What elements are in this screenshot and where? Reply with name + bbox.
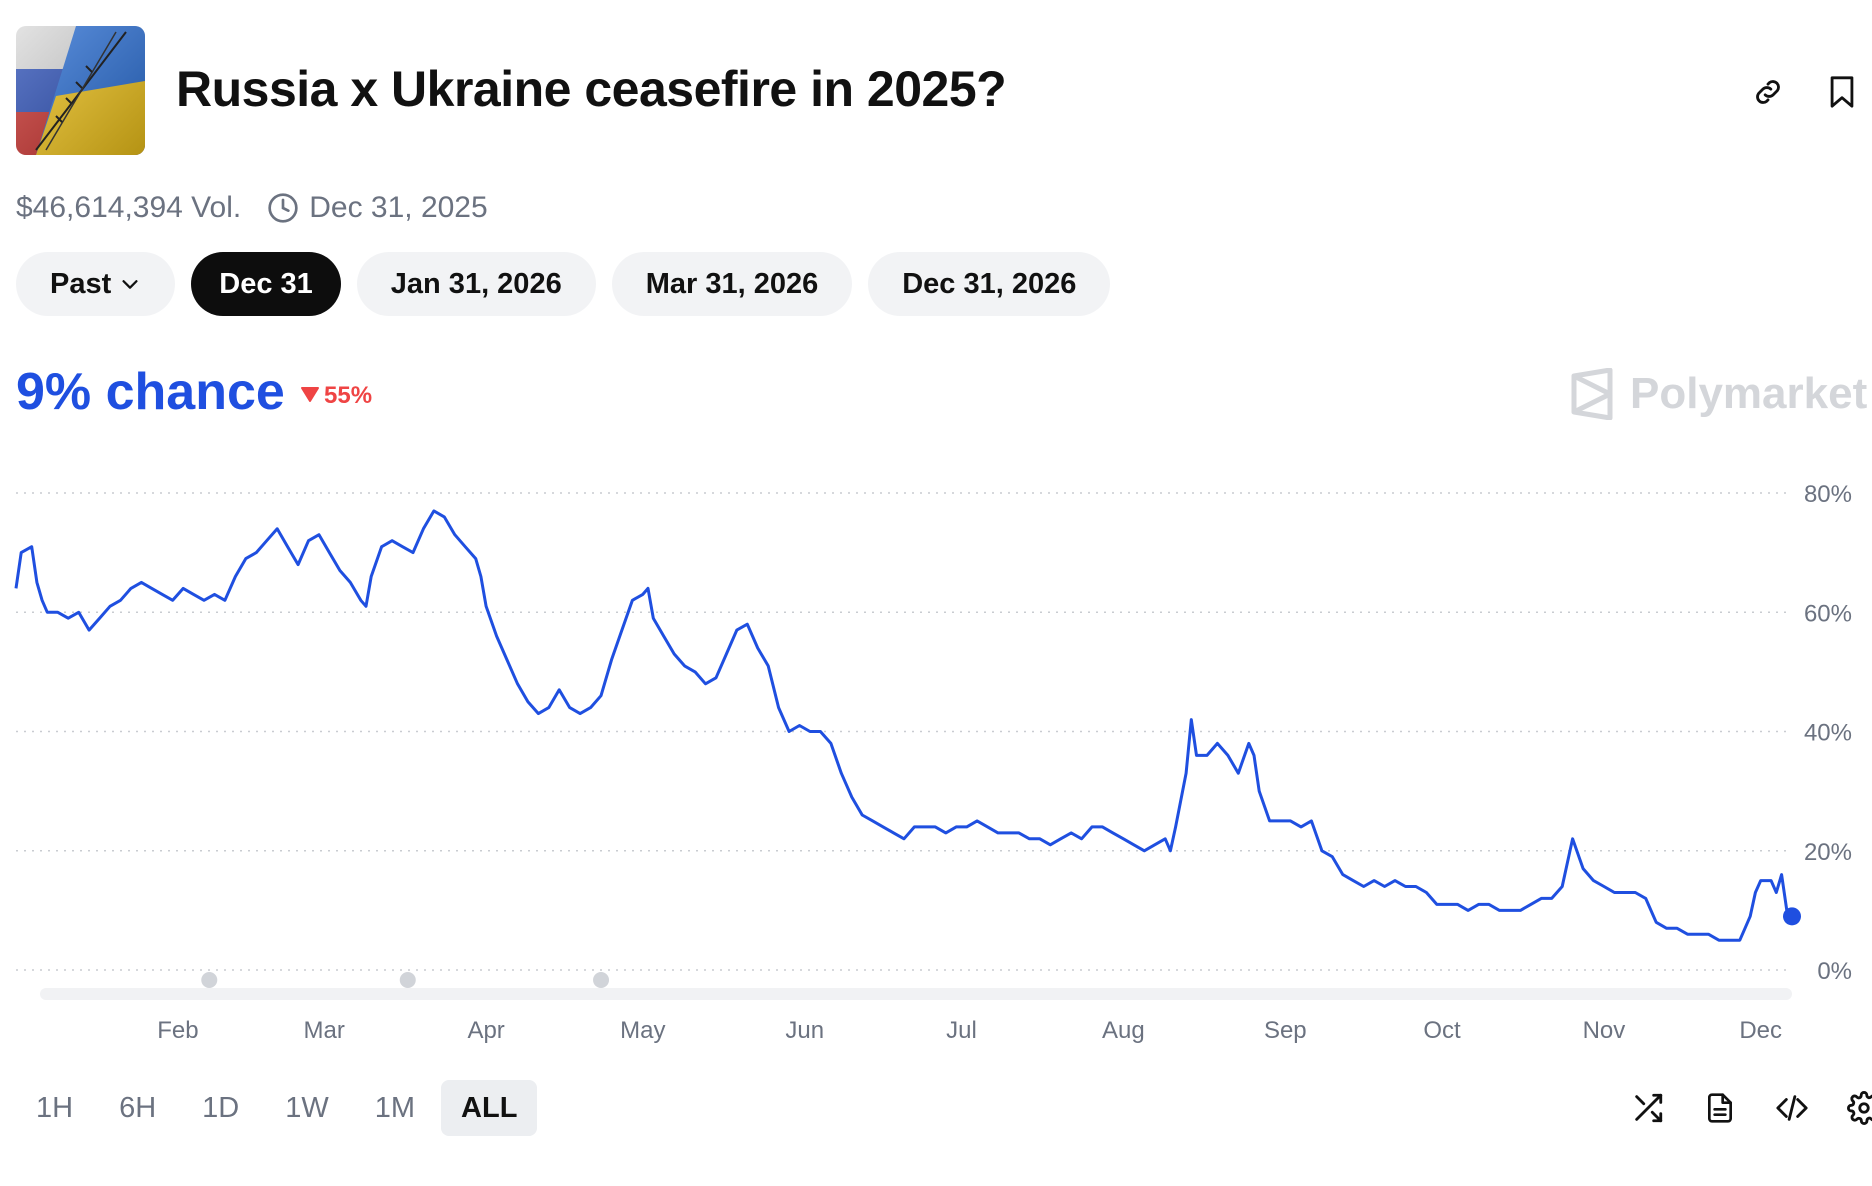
change-value: 55%	[324, 382, 373, 409]
gear-icon[interactable]	[1842, 1086, 1872, 1130]
link-icon[interactable]	[1748, 72, 1788, 112]
market-title: Russia x Ukraine ceasefire in 2025?	[176, 61, 1007, 117]
y-tick-label: 80%	[1804, 481, 1852, 508]
shuffle-icon[interactable]	[1626, 1086, 1670, 1130]
polymarket-logo: Polymarket	[1568, 368, 1867, 420]
tab-past-label: Past	[50, 267, 112, 300]
brand-name: Polymarket	[1630, 369, 1868, 418]
x-tick-label: May	[620, 1017, 665, 1044]
range-1h[interactable]: 1H	[36, 1091, 74, 1124]
chart-svg: 0% 20% 40% 60% 80% Feb Mar Apr May Jun Jul Aug Sep O…	[14, 481, 1852, 1044]
current-value-dot	[1783, 907, 1801, 926]
y-tick-label: 60%	[1804, 600, 1852, 627]
event-marker[interactable]	[399, 972, 416, 988]
market-meta: $46,614,394 Vol. Dec 31, 2025	[16, 188, 488, 228]
event-marker[interactable]	[201, 972, 218, 988]
y-tick-label: 40%	[1804, 720, 1852, 747]
x-tick-label: Nov	[1583, 1017, 1626, 1044]
tab-jan-31-2026[interactable]: Jan 31, 2026	[356, 252, 596, 316]
range-1w[interactable]: 1W	[285, 1091, 329, 1124]
volume-text: $46,614,394 Vol.	[16, 191, 242, 224]
event-marker[interactable]	[593, 972, 610, 988]
end-date-text: Dec 31, 2025	[309, 191, 488, 224]
bookmark-icon[interactable]	[1822, 72, 1862, 112]
tab-dec-31[interactable]: Dec 31	[191, 252, 341, 316]
x-tick-label: Sep	[1264, 1017, 1307, 1044]
date-tabs: Past Dec 31 Jan 31, 2026 Mar 31, 2026 De…	[16, 252, 1111, 316]
x-tick-label: Aug	[1102, 1017, 1145, 1044]
chance-value: 9% chance	[16, 363, 285, 421]
down-triangle-icon	[300, 382, 320, 410]
market-header: Russia x Ukraine ceasefire in 2025?	[16, 26, 1856, 156]
price-chart: 0% 20% 40% 60% 80% Feb Mar Apr May Jun Jul Aug Sep O…	[0, 460, 1872, 1065]
change-badge: 55%	[300, 382, 372, 410]
x-tick-label: Jun	[785, 1017, 824, 1044]
x-tick-label: Mar	[304, 1017, 345, 1044]
tab-dec-31-2026[interactable]: Dec 31, 2026	[868, 252, 1111, 316]
chart-scroll-track[interactable]	[40, 988, 1792, 1000]
code-icon[interactable]	[1770, 1086, 1814, 1130]
y-tick-label: 20%	[1804, 839, 1852, 866]
x-tick-label: Feb	[157, 1017, 198, 1044]
range-1m[interactable]: 1M	[374, 1091, 416, 1124]
x-tick-label: Oct	[1423, 1017, 1461, 1044]
tab-mar-31-2026[interactable]: Mar 31, 2026	[611, 252, 853, 316]
x-tick-label: Dec	[1739, 1017, 1782, 1044]
x-tick-label: Jul	[946, 1017, 977, 1044]
series-line	[14, 509, 1794, 942]
range-1d[interactable]: 1D	[202, 1091, 240, 1124]
range-all[interactable]: ALL	[441, 1080, 538, 1136]
range-buttons: 1H 6H 1D 1W 1M ALL	[16, 1080, 538, 1136]
clock-icon	[267, 192, 299, 224]
chevron-down-icon	[119, 273, 141, 295]
document-icon[interactable]	[1698, 1086, 1742, 1130]
y-tick-label: 0%	[1817, 958, 1852, 985]
range-6h[interactable]: 6H	[119, 1091, 157, 1124]
x-tick-label: Apr	[467, 1017, 504, 1044]
tab-past[interactable]: Past	[16, 252, 176, 316]
flag-thumbnail[interactable]	[16, 26, 145, 155]
